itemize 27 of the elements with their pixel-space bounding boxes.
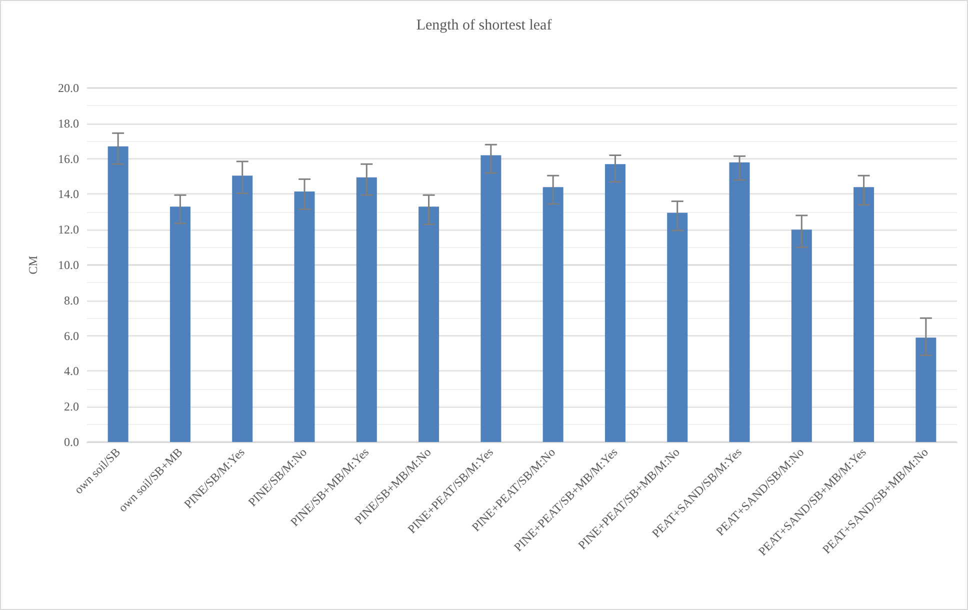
bar [667,212,688,442]
bar [170,206,190,442]
y-tick-label: 20.0 [58,81,79,95]
bar [542,187,564,442]
y-tick-label: 6.0 [64,328,79,343]
bar [356,177,377,442]
bar [604,164,626,442]
bar [791,230,812,442]
y-tick-label: 2.0 [64,400,79,414]
bar [480,155,502,442]
bar [729,162,750,442]
bar [916,338,936,442]
y-tick-label: 16.0 [58,152,79,166]
y-tick-label: 8.0 [64,293,79,308]
y-tick-label: 12.0 [58,222,79,237]
bar [854,187,874,442]
bar [294,192,315,442]
y-tick-label: 0.0 [64,435,79,449]
y-tick-label: 4.0 [64,364,79,378]
bar [418,206,440,442]
y-axis-title: CM [26,255,40,274]
y-tick-label: 18.0 [58,116,79,130]
y-tick-label: 14.0 [58,187,79,202]
y-tick-label: 10.0 [58,258,79,272]
bar [108,146,128,442]
chart-title: Length of shortest leaf [416,18,552,34]
bar [232,176,253,442]
